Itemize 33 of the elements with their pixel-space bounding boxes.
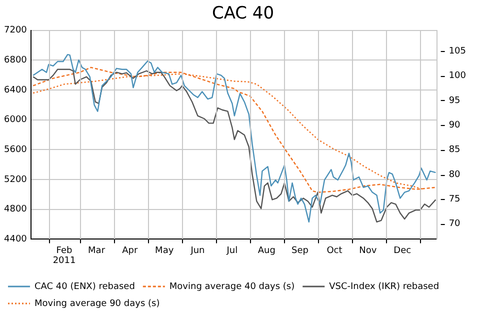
y-tick-label: 5200 — [4, 174, 28, 185]
legend-label: Moving average 40 days (s) — [169, 282, 295, 292]
x-tick-label: Mar — [88, 246, 106, 256]
y2-tick-label: 75 — [448, 194, 460, 205]
y2-tick-label: 85 — [448, 145, 460, 156]
x-tick-label: Dec — [394, 246, 412, 256]
legend-label: Moving average 90 days (s) — [34, 298, 160, 309]
y-tick-label: 5600 — [4, 145, 28, 156]
y2-tick-label: 80 — [448, 170, 461, 180]
y-tick-label: 4800 — [4, 204, 28, 215]
x-tick-label: Jun — [190, 246, 205, 256]
x-tick-label: May — [155, 246, 174, 256]
x-tick-label: Jul — [226, 246, 238, 256]
legend-label: VSC-Index (IKR) rebased — [329, 282, 440, 292]
text: 2011 — [52, 256, 76, 266]
y2-tick-label: 90 — [448, 120, 461, 131]
y-tick-label: 4400 — [4, 234, 28, 245]
y-tick-label: 6400 — [4, 85, 28, 96]
legend-label: CAC 40 (ENX) rebased — [34, 282, 135, 292]
x-tick-label: Feb — [56, 246, 73, 256]
x-tick-label: Aug — [258, 246, 276, 256]
y-tick-label: 6000 — [4, 115, 28, 126]
x-tick-label: Sep — [292, 246, 309, 256]
y2-tick-label: 70 — [448, 219, 461, 230]
y-tick-label: 7200 — [4, 26, 28, 36]
chart-title: CAC 40 — [212, 4, 274, 24]
x-tick-label: Oct — [326, 246, 343, 256]
y-tick-label: 6800 — [4, 56, 28, 66]
y2-tick-label: 100 — [448, 71, 466, 82]
x-tick-label: Nov — [359, 246, 378, 256]
y2-tick-label: 105 — [448, 46, 466, 56]
y2-tick-label: 95 — [448, 96, 460, 106]
x-tick-label: Apr — [122, 246, 138, 256]
